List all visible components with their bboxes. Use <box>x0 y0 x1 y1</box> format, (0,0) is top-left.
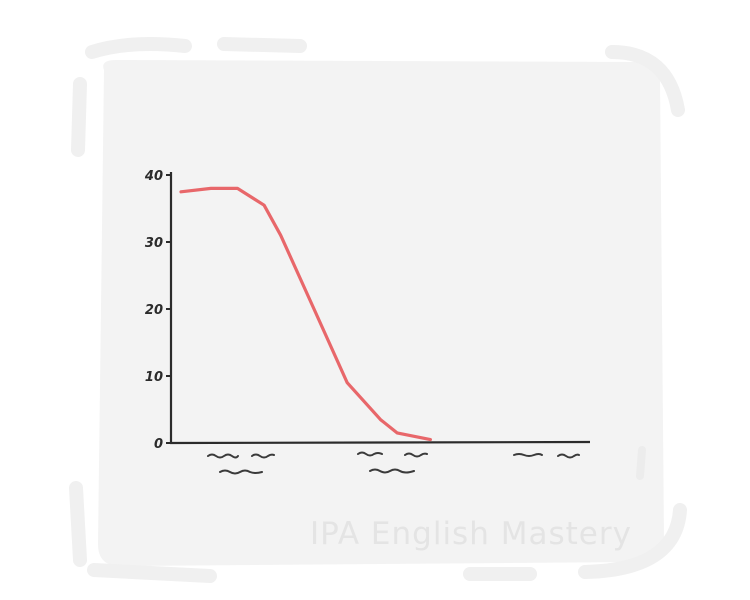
series-line-1 <box>179 186 432 442</box>
x-category-marks <box>207 451 580 475</box>
y-tick-label-40: 40 <box>144 169 163 184</box>
x-axis <box>169 440 591 445</box>
x-tick-squiggle-2 <box>357 451 428 474</box>
x-tick-squiggle-1 <box>207 453 275 475</box>
y-tick-label-30: 30 <box>145 236 163 251</box>
background-panel <box>69 37 687 583</box>
y-tick-group: 0 10 20 30 40 <box>144 169 172 452</box>
y-tick-label-10: 10 <box>145 370 163 385</box>
y-tick-label-0: 0 <box>154 437 163 452</box>
x-tick-squiggle-3 <box>513 453 580 459</box>
watermark-text: IPA English Mastery <box>310 516 632 552</box>
series-group <box>179 186 432 442</box>
y-tick-label-20: 20 <box>145 303 163 318</box>
